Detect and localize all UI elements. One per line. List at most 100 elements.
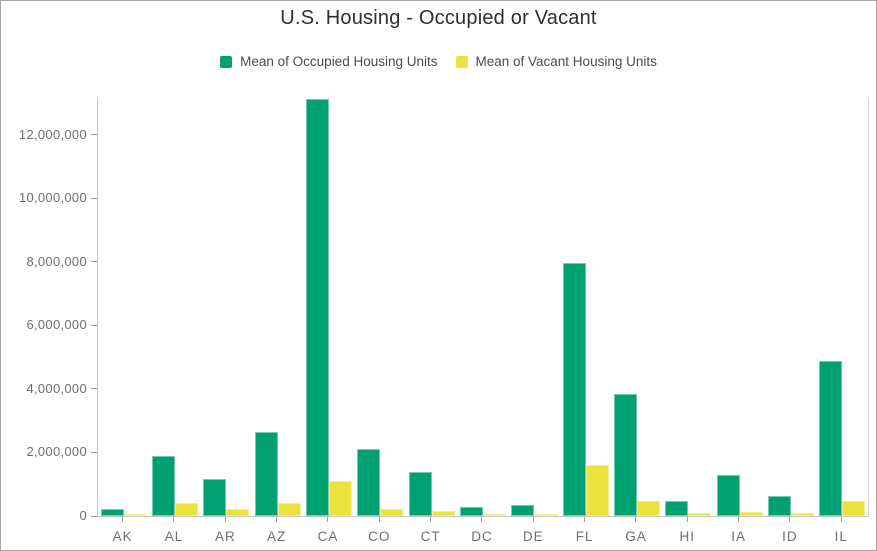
bar-group-id	[765, 98, 816, 516]
bar-group-de	[509, 98, 560, 516]
x-tick-mark	[738, 517, 740, 522]
bar-de-occupied[interactable]	[511, 505, 535, 516]
plot-area	[97, 98, 869, 517]
x-cell-de: DE	[508, 517, 559, 544]
x-cell-ct: CT	[405, 517, 456, 544]
y-tick-mark	[91, 324, 97, 326]
bar-group-al	[149, 98, 200, 516]
x-tick-mark	[327, 517, 329, 522]
bar-ga-vacant[interactable]	[636, 501, 660, 516]
x-tick-mark	[122, 517, 124, 522]
x-cell-ca: CA	[302, 517, 353, 544]
bar-il-occupied[interactable]	[819, 361, 843, 516]
x-cell-ga: GA	[610, 517, 661, 544]
x-tick-mark	[430, 517, 432, 522]
y-tick-mark	[91, 261, 97, 263]
x-category-label: GA	[625, 529, 647, 544]
bar-ar-vacant[interactable]	[226, 509, 250, 516]
x-category-label: IL	[834, 529, 848, 544]
occupied-swatch-icon	[220, 55, 233, 68]
bar-id-vacant[interactable]	[790, 513, 814, 516]
x-tick-mark	[173, 517, 175, 522]
bar-id-occupied[interactable]	[767, 496, 791, 516]
x-cell-ia: IA	[713, 517, 764, 544]
bar-ct-occupied[interactable]	[408, 472, 432, 516]
bar-fl-vacant[interactable]	[585, 465, 609, 516]
x-category-label: ID	[782, 529, 798, 544]
bar-group-ga	[611, 98, 662, 516]
x-category-label: AR	[214, 529, 236, 544]
y-tick-label: 0	[79, 508, 87, 523]
x-category-label: CA	[317, 529, 339, 544]
bar-ar-occupied[interactable]	[203, 479, 227, 516]
x-category-label: DC	[471, 529, 493, 544]
x-tick-mark	[224, 517, 226, 522]
x-category-label: HI	[679, 529, 696, 544]
bar-az-occupied[interactable]	[254, 432, 278, 516]
bar-group-ak	[98, 98, 149, 516]
x-category-label: IA	[731, 529, 746, 544]
bar-az-vacant[interactable]	[277, 503, 301, 516]
x-category-label: DE	[522, 529, 544, 544]
bar-group-ct	[406, 98, 457, 516]
bar-fl-occupied[interactable]	[562, 263, 586, 516]
bar-ak-occupied[interactable]	[100, 509, 124, 516]
bar-al-vacant[interactable]	[174, 503, 198, 516]
bar-group-fl	[560, 98, 611, 516]
y-tick-mark	[91, 197, 97, 199]
y-tick-label: 12,000,000	[18, 126, 87, 142]
bar-co-vacant[interactable]	[380, 509, 404, 516]
x-cell-co: CO	[354, 517, 405, 544]
vacant-swatch-icon	[455, 55, 468, 68]
y-tick-mark	[91, 134, 97, 136]
y-tick-label: 8,000,000	[26, 253, 87, 269]
bar-ca-vacant[interactable]	[328, 481, 352, 516]
bar-il-vacant[interactable]	[842, 501, 866, 516]
x-tick-mark	[584, 517, 586, 522]
bar-de-vacant[interactable]	[534, 514, 558, 516]
x-cell-ak: AK	[97, 517, 148, 544]
x-cell-dc: DC	[456, 517, 507, 544]
bar-ia-vacant[interactable]	[739, 512, 763, 516]
x-tick-mark	[532, 517, 534, 522]
x-category-label: FL	[575, 529, 594, 544]
legend: Mean of Occupied Housing Units Mean of V…	[1, 54, 876, 69]
bar-group-ia	[714, 98, 765, 516]
x-cell-id: ID	[764, 517, 815, 544]
bar-dc-vacant[interactable]	[482, 514, 506, 516]
bar-al-occupied[interactable]	[151, 456, 175, 516]
bar-dc-occupied[interactable]	[459, 507, 483, 516]
x-cell-az: AZ	[251, 517, 302, 544]
bar-hi-occupied[interactable]	[665, 501, 689, 516]
y-tick-label: 4,000,000	[26, 380, 87, 396]
x-category-label: CO	[368, 529, 391, 544]
x-category-label: AK	[112, 529, 133, 544]
x-tick-mark	[276, 517, 278, 522]
legend-item-occupied[interactable]: Mean of Occupied Housing Units	[220, 54, 438, 69]
x-cell-ar: AR	[200, 517, 251, 544]
bar-group-co	[355, 98, 406, 516]
bar-hi-vacant[interactable]	[688, 513, 712, 516]
bar-ca-occupied[interactable]	[305, 99, 329, 516]
bar-ia-occupied[interactable]	[716, 475, 740, 516]
legend-item-vacant[interactable]: Mean of Vacant Housing Units	[455, 54, 657, 69]
x-category-label: CT	[420, 529, 441, 544]
bar-group-az	[252, 98, 303, 516]
bar-ak-vacant[interactable]	[123, 514, 147, 516]
y-tick-mark	[91, 388, 97, 390]
bar-ga-occupied[interactable]	[613, 394, 637, 516]
x-cell-fl: FL	[559, 517, 610, 544]
bar-group-ar	[201, 98, 252, 516]
bar-co-occupied[interactable]	[357, 449, 381, 516]
legend-label-occupied: Mean of Occupied Housing Units	[240, 54, 438, 69]
x-tick-mark	[635, 517, 637, 522]
x-tick-mark	[840, 517, 842, 522]
bar-group-hi	[663, 98, 714, 516]
bar-ct-vacant[interactable]	[431, 511, 455, 516]
x-tick-mark	[686, 517, 688, 522]
x-cell-al: AL	[148, 517, 199, 544]
x-tick-mark	[481, 517, 483, 522]
legend-label-vacant: Mean of Vacant Housing Units	[475, 54, 657, 69]
x-category-label: AZ	[267, 529, 287, 544]
bar-group-il	[817, 98, 868, 516]
